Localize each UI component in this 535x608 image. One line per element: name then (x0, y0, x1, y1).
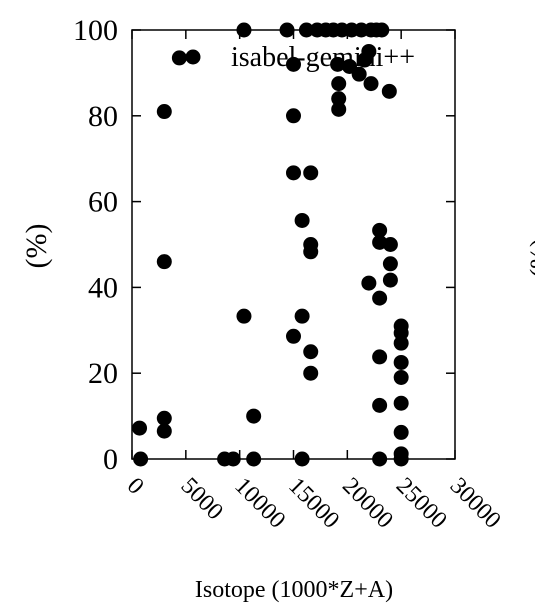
neighbor-panel-ylabel-fragment: (%) (525, 239, 535, 278)
data-point (331, 91, 347, 107)
data-point (372, 349, 388, 365)
data-point (393, 395, 409, 411)
data-point (286, 108, 301, 124)
data-points (132, 22, 409, 467)
data-point (156, 104, 172, 120)
data-point (303, 365, 319, 381)
data-point (171, 50, 187, 66)
x-tick-label: 20000 (337, 473, 398, 534)
data-point (286, 56, 301, 72)
data-point (372, 290, 388, 306)
data-point (381, 83, 397, 99)
data-point (303, 344, 319, 360)
plot-frame (131, 29, 456, 460)
data-point (361, 275, 377, 291)
legend-label: isabel-gemini++ (231, 42, 415, 73)
data-point (393, 354, 409, 370)
x-tick-label: 30000 (445, 473, 506, 534)
x-tick-label: 10000 (229, 473, 290, 534)
x-tick-label: 25000 (391, 473, 452, 534)
data-point (393, 325, 409, 341)
data-point (331, 101, 347, 117)
data-point (393, 424, 409, 440)
data-point (286, 165, 301, 181)
data-point (382, 237, 398, 252)
y-axis-title: (%) (20, 224, 53, 269)
y-tick-label: 60 (88, 186, 118, 219)
y-tick-label: 80 (88, 100, 118, 133)
data-point (330, 56, 346, 72)
legend: isabel-gemini++ (185, 42, 415, 73)
data-point (236, 308, 252, 324)
data-point (331, 76, 347, 92)
data-point (156, 423, 172, 439)
data-point (286, 328, 301, 344)
y-tick-label: 20 (88, 357, 118, 390)
data-point (303, 165, 319, 181)
y-tick-label: 40 (88, 271, 118, 304)
data-point (393, 335, 409, 351)
x-tick-label: 15000 (283, 473, 344, 534)
legend-marker (185, 49, 201, 65)
data-point (156, 410, 172, 426)
data-point (372, 222, 388, 238)
data-point (382, 272, 398, 288)
data-point (303, 244, 319, 260)
data-point (351, 66, 367, 82)
data-point (363, 76, 379, 92)
data-point (246, 408, 262, 424)
x-axis-title: Isotope (1000*Z+A) (195, 577, 393, 603)
data-point (156, 254, 172, 270)
y-tick-label: 100 (73, 14, 118, 47)
x-tick-label: 0 (122, 473, 149, 500)
data-point (294, 212, 310, 228)
data-point (382, 256, 398, 272)
data-point (294, 308, 310, 324)
x-tick-label: 5000 (176, 473, 228, 525)
data-point (393, 369, 409, 385)
data-point (361, 43, 377, 59)
data-point (372, 397, 388, 413)
y-tick-label: 0 (103, 443, 118, 476)
data-point (132, 420, 148, 436)
